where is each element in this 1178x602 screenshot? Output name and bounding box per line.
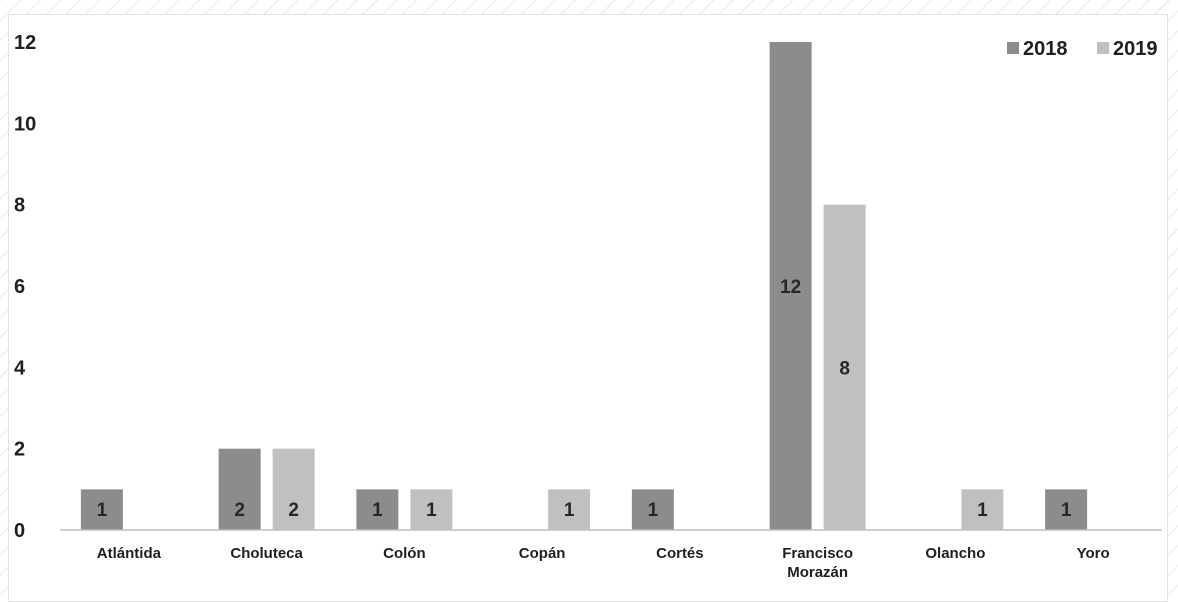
data-label: 1 <box>372 500 383 521</box>
legend-swatch-2019 <box>1097 42 1109 54</box>
data-label: 1 <box>426 500 437 521</box>
bar-2018 <box>769 42 812 530</box>
x-tick-label: Cortés <box>656 545 704 562</box>
legend-swatch-2018 <box>1007 42 1019 54</box>
data-label: 1 <box>648 500 659 521</box>
data-label: 1 <box>977 500 988 521</box>
x-axis: Atlántida Choluteca Colón Copán Cortés Franci… <box>60 529 1162 581</box>
bar-2018 <box>218 448 261 530</box>
bar-2018 <box>80 489 123 530</box>
data-label: 1 <box>564 500 575 521</box>
bar-2019 <box>823 204 866 530</box>
x-tick-label: Morazán <box>787 564 848 581</box>
data-label: 12 <box>780 277 801 298</box>
bar-2019 <box>410 489 453 530</box>
x-tick-label: Choluteca <box>230 545 303 562</box>
bar-2018 <box>631 489 674 530</box>
y-tick-label: 0 <box>14 520 25 542</box>
data-label: 2 <box>234 500 245 521</box>
data-label: 8 <box>839 358 850 379</box>
legend-label-2018: 2018 <box>1023 38 1068 60</box>
y-tick-label: 10 <box>14 113 36 135</box>
x-tick-label: Atlántida <box>97 545 162 562</box>
x-tick-label: Francisco <box>782 545 853 562</box>
y-axis: 0 2 4 6 8 10 12 <box>14 32 36 542</box>
x-tick-label: Yoro <box>1077 545 1110 562</box>
bar-2018 <box>356 489 399 530</box>
y-tick-label: 8 <box>14 195 25 217</box>
y-tick-label: 12 <box>14 32 36 54</box>
legend-label-2019: 2019 <box>1113 38 1158 60</box>
x-tick-label: Copán <box>519 545 566 562</box>
data-label: 1 <box>97 500 108 521</box>
bar-2018 <box>1045 489 1088 530</box>
data-label: 2 <box>288 500 299 521</box>
bar-2019 <box>272 448 315 530</box>
y-tick-label: 2 <box>14 439 25 461</box>
x-tick-label: Olancho <box>925 545 985 562</box>
y-tick-label: 4 <box>14 357 26 379</box>
legend: 2018 2019 <box>1007 38 1158 60</box>
y-tick-label: 6 <box>14 276 25 298</box>
data-label: 1 <box>1061 500 1072 521</box>
bar-2019 <box>548 489 591 530</box>
bar-2019 <box>961 489 1004 530</box>
x-tick-label: Colón <box>383 545 426 562</box>
